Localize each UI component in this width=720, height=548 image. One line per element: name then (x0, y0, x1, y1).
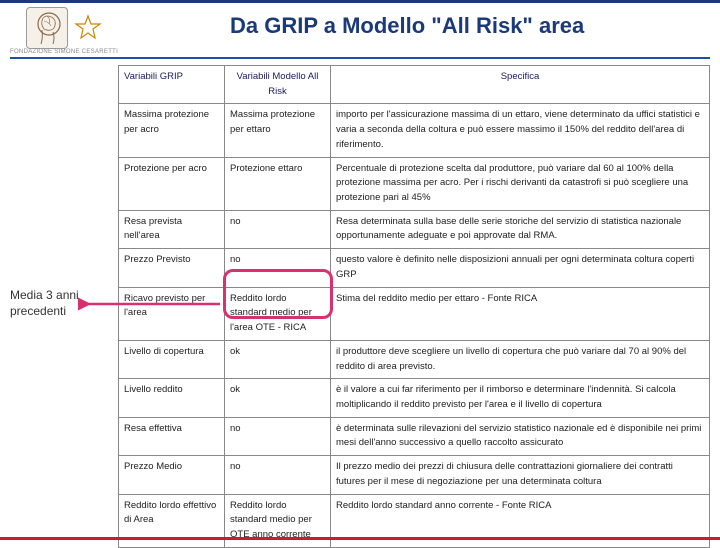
comparison-table: Variabili GRIP Variabili Modello All Ris… (118, 65, 710, 548)
star-icon (74, 14, 102, 42)
page-title: Da GRIP a Modello "All Risk" area (190, 7, 710, 39)
th-specifica: Specifica (331, 66, 710, 104)
logo-and-star: FONDAZIONE SIMONE CESARETTI (10, 7, 118, 55)
content-area: Variabili GRIP Variabili Modello All Ris… (0, 65, 720, 548)
side-annotation-line2: precedenti (10, 304, 66, 318)
header: FONDAZIONE SIMONE CESARETTI Da GRIP a Mo… (0, 3, 720, 57)
title-underline (10, 57, 710, 59)
table-row: Resa prevista nell'area no Resa determin… (119, 210, 710, 248)
table-row: Livello reddito ok è il valore a cui far… (119, 379, 710, 417)
table-row: Resa effettiva no è determinata sulle ri… (119, 417, 710, 455)
table-row: Protezione per acro Protezione ettaro Pe… (119, 157, 710, 210)
table-row: Prezzo Medio no Il prezzo medio dei prez… (119, 456, 710, 494)
th-grip: Variabili GRIP (119, 66, 225, 104)
side-annotation: Media 3 anni precedenti (10, 288, 105, 319)
fondazione-label: FONDAZIONE SIMONE CESARETTI (10, 49, 118, 55)
table-row: Ricavo previsto per l'area Reddito lordo… (119, 287, 710, 340)
logo-section: FONDAZIONE SIMONE CESARETTI (10, 7, 190, 55)
table-row: Massima protezione per acro Massima prot… (119, 104, 710, 157)
brain-logo (26, 7, 68, 49)
table-header-row: Variabili GRIP Variabili Modello All Ris… (119, 66, 710, 104)
side-annotation-line1: Media 3 anni (10, 288, 79, 302)
th-allrisk: Variabili Modello All Risk (225, 66, 331, 104)
table-row: Prezzo Previsto no questo valore è defin… (119, 249, 710, 287)
table-row: Livello di copertura ok il produttore de… (119, 340, 710, 378)
